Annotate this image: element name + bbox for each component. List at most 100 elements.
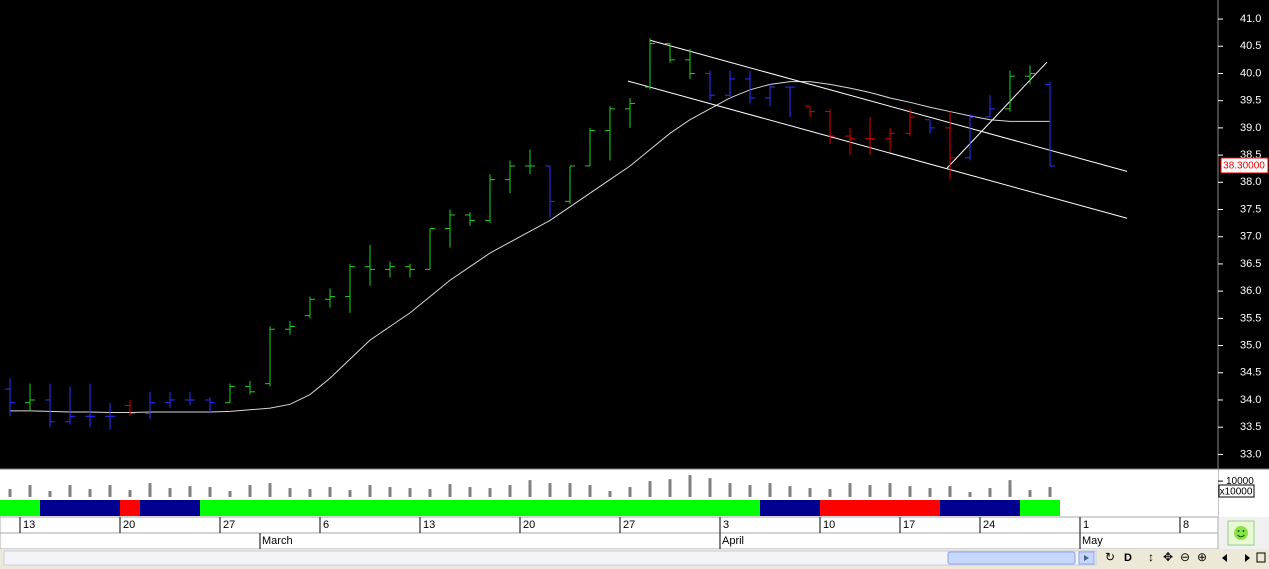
trend-strip-cell — [420, 500, 440, 516]
y-tick-label: 36.5 — [1240, 258, 1261, 270]
zoom-out-icon[interactable]: ⊖ — [1180, 550, 1190, 564]
volume-bar — [48, 491, 52, 497]
volume-bar — [868, 485, 872, 497]
day-label: 10 — [823, 519, 835, 531]
trend-strip-cell — [20, 500, 40, 516]
volume-bar — [268, 483, 272, 497]
volume-bar — [588, 485, 592, 497]
volume-bar — [648, 481, 652, 497]
trend-strip-cell — [960, 500, 980, 516]
trend-strip-cell — [260, 500, 280, 516]
volume-tick-label: 10000 — [1226, 476, 1254, 487]
volume-bar — [128, 490, 132, 497]
volume-bar — [248, 485, 252, 497]
day-row — [0, 516, 1219, 534]
vzoom-icon[interactable]: ↕ — [1148, 550, 1154, 564]
volume-bar — [288, 488, 292, 497]
volume-bar — [748, 485, 752, 497]
y-tick-label: 34.5 — [1240, 367, 1261, 379]
y-tick-label: 40.5 — [1240, 40, 1261, 52]
trend-strip-cell — [0, 500, 20, 516]
trend-line — [649, 39, 1128, 172]
trend-strip-cell — [880, 500, 900, 516]
trend-strip-cell — [440, 500, 460, 516]
volume-bar — [808, 488, 812, 497]
scrollbar[interactable] — [3, 550, 1097, 566]
trend-strip-cell — [340, 500, 360, 516]
smiley-eye — [1242, 530, 1245, 532]
trend-strip-cell — [740, 500, 760, 516]
day-label: 27 — [623, 519, 635, 531]
trend-strip-cell — [300, 500, 320, 516]
trend-strip-cell — [200, 500, 220, 516]
volume-bar — [188, 486, 192, 497]
volume-bar — [708, 478, 712, 497]
volume-bar — [768, 483, 772, 497]
period-button[interactable]: D — [1124, 552, 1132, 564]
day-label: 20 — [123, 519, 135, 531]
volume-bar — [1048, 487, 1052, 497]
trend-strip-cell — [540, 500, 560, 516]
window-icon[interactable] — [1256, 552, 1266, 563]
y-tick-label: 41.0 — [1240, 13, 1261, 25]
month-label: May — [1082, 535, 1103, 547]
trend-strip-cell — [700, 500, 720, 516]
last-price-label: 38.30000 — [1223, 161, 1265, 172]
trend-strip-cell — [80, 500, 100, 516]
trend-strip-cell — [860, 500, 880, 516]
volume-bar — [348, 490, 352, 497]
trend-strip-cell — [640, 500, 660, 516]
trend-strip-cell — [520, 500, 540, 516]
day-label: 24 — [983, 519, 995, 531]
volume-bar — [308, 489, 312, 497]
volume-bar — [468, 487, 472, 497]
volume-bar — [528, 480, 532, 497]
trend-strip-cell — [240, 500, 260, 516]
refresh-icon[interactable]: ↻ — [1105, 550, 1115, 564]
volume-bar — [28, 485, 32, 497]
volume-bar — [228, 491, 232, 497]
forward-icon[interactable] — [1245, 554, 1250, 562]
last-price-box — [1220, 157, 1269, 174]
volume-bar — [968, 492, 972, 497]
zoom-in-icon[interactable]: ⊕ — [1197, 550, 1207, 564]
trend-strip-cell — [900, 500, 920, 516]
trend-strip-cell — [380, 500, 400, 516]
volume-bar — [488, 488, 492, 497]
volume-bar — [788, 486, 792, 497]
trend-strip-cell — [620, 500, 640, 516]
trend-strip-cell — [160, 500, 180, 516]
volume-bar — [908, 486, 912, 497]
volume-bar — [1008, 480, 1012, 497]
trend-strip-cell — [40, 500, 60, 516]
trend-strip-cell — [940, 500, 960, 516]
trend-strip-cell — [1040, 500, 1060, 516]
trend-strip-cell — [360, 500, 380, 516]
volume-bar — [688, 475, 692, 497]
trend-strip-cell — [660, 500, 680, 516]
trend-strip-cell — [800, 500, 820, 516]
day-label: 6 — [323, 519, 329, 531]
trend-strip-cell — [680, 500, 700, 516]
trend-strip-cell — [100, 500, 120, 516]
volume-bar — [548, 483, 552, 497]
day-label: 1 — [1083, 519, 1089, 531]
trend-strip-cell — [460, 500, 480, 516]
trend-strip-cell — [220, 500, 240, 516]
month-label: April — [722, 535, 744, 547]
trend-strip-cell — [120, 500, 140, 516]
trend-strip-cell — [720, 500, 740, 516]
volume-bar — [388, 487, 392, 497]
trend-strip-cell — [140, 500, 160, 516]
trend-strip-cell — [180, 500, 200, 516]
volume-bar — [668, 479, 672, 497]
trend-strip-cell — [820, 500, 840, 516]
back-icon[interactable] — [1222, 554, 1227, 562]
scroll-thumb[interactable] — [947, 551, 1076, 565]
volume-bar — [68, 485, 72, 497]
y-tick-label: 37.0 — [1240, 231, 1261, 243]
pan-icon[interactable]: ✥ — [1163, 550, 1173, 564]
trend-strip-cell — [480, 500, 500, 516]
day-label: 20 — [523, 519, 535, 531]
trend-strip-cell — [600, 500, 620, 516]
